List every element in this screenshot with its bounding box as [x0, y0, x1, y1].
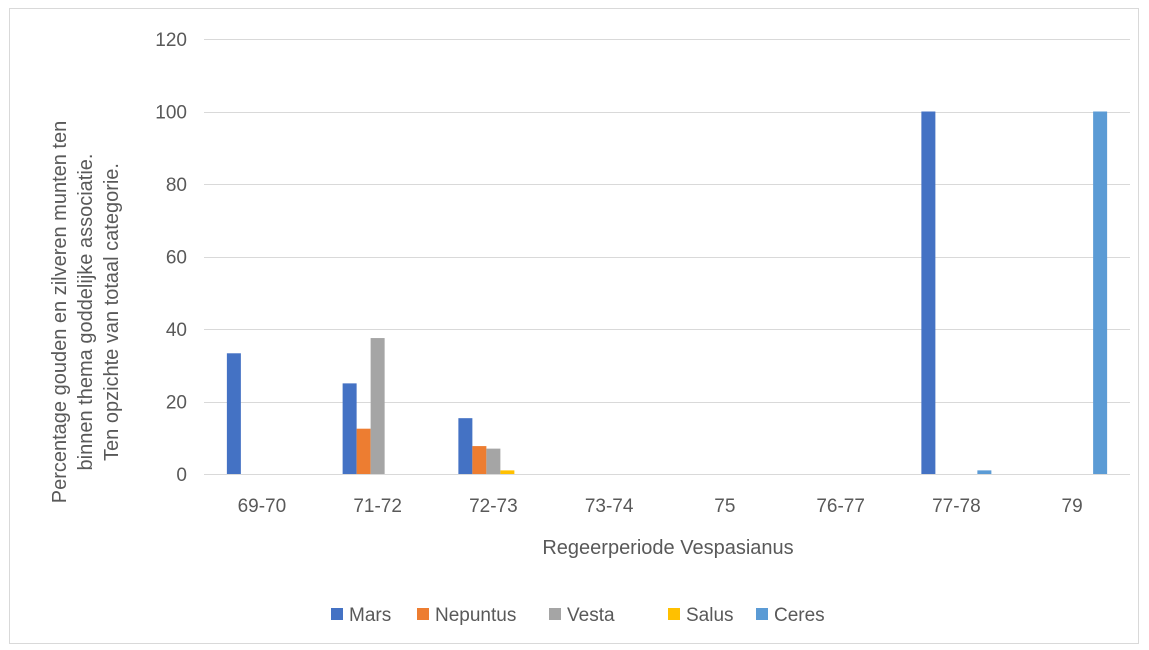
legend-swatch-ceres: [756, 608, 768, 620]
legend-swatch-salus: [668, 608, 680, 620]
bars: [226, 111, 1108, 474]
y-tick-label: 0: [176, 465, 187, 486]
bar-vesta-72-73: [486, 448, 501, 474]
bar-vesta-71-72: [370, 338, 385, 474]
y-axis-title-line-3: Ten opzichte van totaal categorie.: [101, 163, 123, 461]
bar-mars-71-72: [342, 383, 357, 474]
bar-ceres-77-78: [977, 470, 992, 474]
x-tick-label: 73-74: [585, 496, 634, 517]
legend-swatch-vesta: [549, 608, 561, 620]
legend-label-nepuntus: Nepuntus: [435, 605, 516, 626]
y-tick-label: 60: [166, 248, 187, 269]
legend: Mars Nepuntus Vesta Salus Ceres: [331, 605, 825, 626]
bar-mars-72-73: [458, 418, 473, 474]
x-tick-label: 75: [714, 496, 735, 517]
legend-label-mars: Mars: [349, 605, 391, 626]
x-tick-label: 79: [1062, 496, 1083, 517]
bar-nepuntus-71-72: [356, 428, 371, 474]
x-tick-label: 71-72: [353, 496, 402, 517]
bar-ceres-79: [1093, 111, 1108, 474]
y-tick-label: 80: [166, 175, 187, 196]
y-tick-label: 120: [155, 30, 187, 51]
y-tick-labels: 0 20 40 60 80 100 120: [155, 30, 187, 486]
x-tick-label: 72-73: [469, 496, 518, 517]
bar-mars-69-70: [226, 353, 241, 474]
y-tick-label: 100: [155, 103, 187, 124]
chart-border: [9, 8, 1139, 644]
x-tick-label: 77-78: [932, 496, 981, 517]
legend-swatch-nepuntus: [417, 608, 429, 620]
legend-label-ceres: Ceres: [774, 605, 825, 626]
bar-nepuntus-72-73: [472, 446, 487, 474]
bar-salus-72-73: [500, 470, 515, 474]
legend-label-salus: Salus: [686, 605, 734, 626]
x-axis-title: Regeerperiode Vespasianus: [542, 537, 793, 559]
y-tick-label: 40: [166, 320, 187, 341]
x-tick-labels: 69-70 71-72 72-73 73-74 75 76-77 77-78 79: [238, 496, 1083, 517]
y-axis-title: Percentage gouden en zilveren munten ten…: [49, 121, 123, 504]
y-axis-title-line-2: binnen thema goddelijke associatie.: [75, 154, 97, 471]
bar-mars-77-78: [921, 111, 936, 474]
legend-label-vesta: Vesta: [567, 605, 615, 626]
y-tick-label: 20: [166, 393, 187, 414]
x-tick-label: 69-70: [238, 496, 287, 517]
y-axis-title-line-1: Percentage gouden en zilveren munten ten: [49, 121, 71, 504]
gridlines: [204, 39, 1130, 475]
x-tick-label: 76-77: [816, 496, 865, 517]
legend-swatch-mars: [331, 608, 343, 620]
